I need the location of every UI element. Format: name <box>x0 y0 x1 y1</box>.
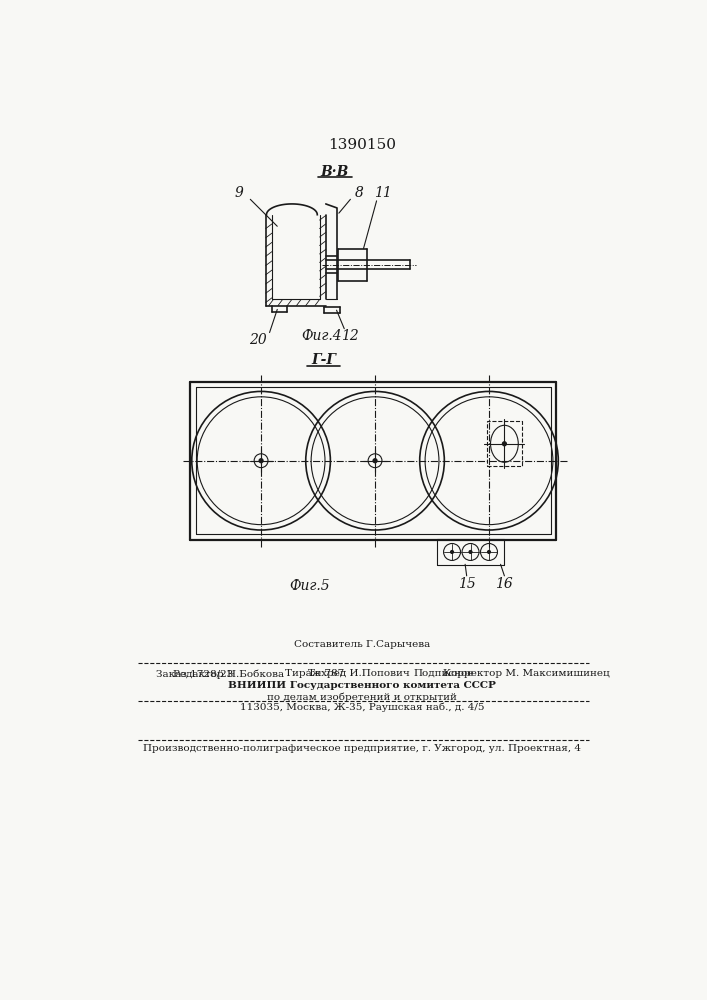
Bar <box>486 421 522 466</box>
Text: по делам изобретений и открытий: по делам изобретений и открытий <box>267 692 457 702</box>
Text: Техред И.Попович: Техред И.Попович <box>308 669 410 678</box>
Text: 15: 15 <box>458 577 476 591</box>
Circle shape <box>488 551 491 553</box>
Text: 20: 20 <box>249 333 267 347</box>
Text: Корректор М. Максимишинец: Корректор М. Максимишинец <box>443 669 609 678</box>
Circle shape <box>469 551 472 553</box>
Text: B·B: B·B <box>321 165 349 179</box>
Text: Составитель Г.Сарычева: Составитель Г.Сарычева <box>294 640 430 649</box>
Text: 16: 16 <box>496 577 513 591</box>
Text: 11: 11 <box>374 186 392 200</box>
Text: Заказ 1728/23: Заказ 1728/23 <box>156 669 233 678</box>
Text: Редактор Н.Бобкова: Редактор Н.Бобкова <box>173 669 284 679</box>
Text: Тираж 787: Тираж 787 <box>285 669 344 678</box>
Circle shape <box>503 442 506 446</box>
Text: Подписное: Подписное <box>414 669 474 678</box>
Text: 9: 9 <box>234 186 243 200</box>
Text: 12: 12 <box>341 329 359 343</box>
Text: Производственно-полиграфическое предприятие, г. Ужгород, ул. Проектная, 4: Производственно-полиграфическое предприя… <box>143 744 581 753</box>
Text: Фиг.4: Фиг.4 <box>301 329 341 343</box>
Text: 1390150: 1390150 <box>328 138 396 152</box>
Circle shape <box>259 459 263 463</box>
Circle shape <box>373 459 377 463</box>
Text: 8: 8 <box>355 186 364 200</box>
Text: Фиг.5: Фиг.5 <box>289 579 330 593</box>
Text: 113035, Москва, Ж-35, Раушская наб., д. 4/5: 113035, Москва, Ж-35, Раушская наб., д. … <box>240 703 484 712</box>
Text: Г-Г: Г-Г <box>311 353 336 367</box>
Circle shape <box>450 551 453 553</box>
Text: ВНИИПИ Государственного комитета СССР: ВНИИПИ Государственного комитета СССР <box>228 681 496 690</box>
